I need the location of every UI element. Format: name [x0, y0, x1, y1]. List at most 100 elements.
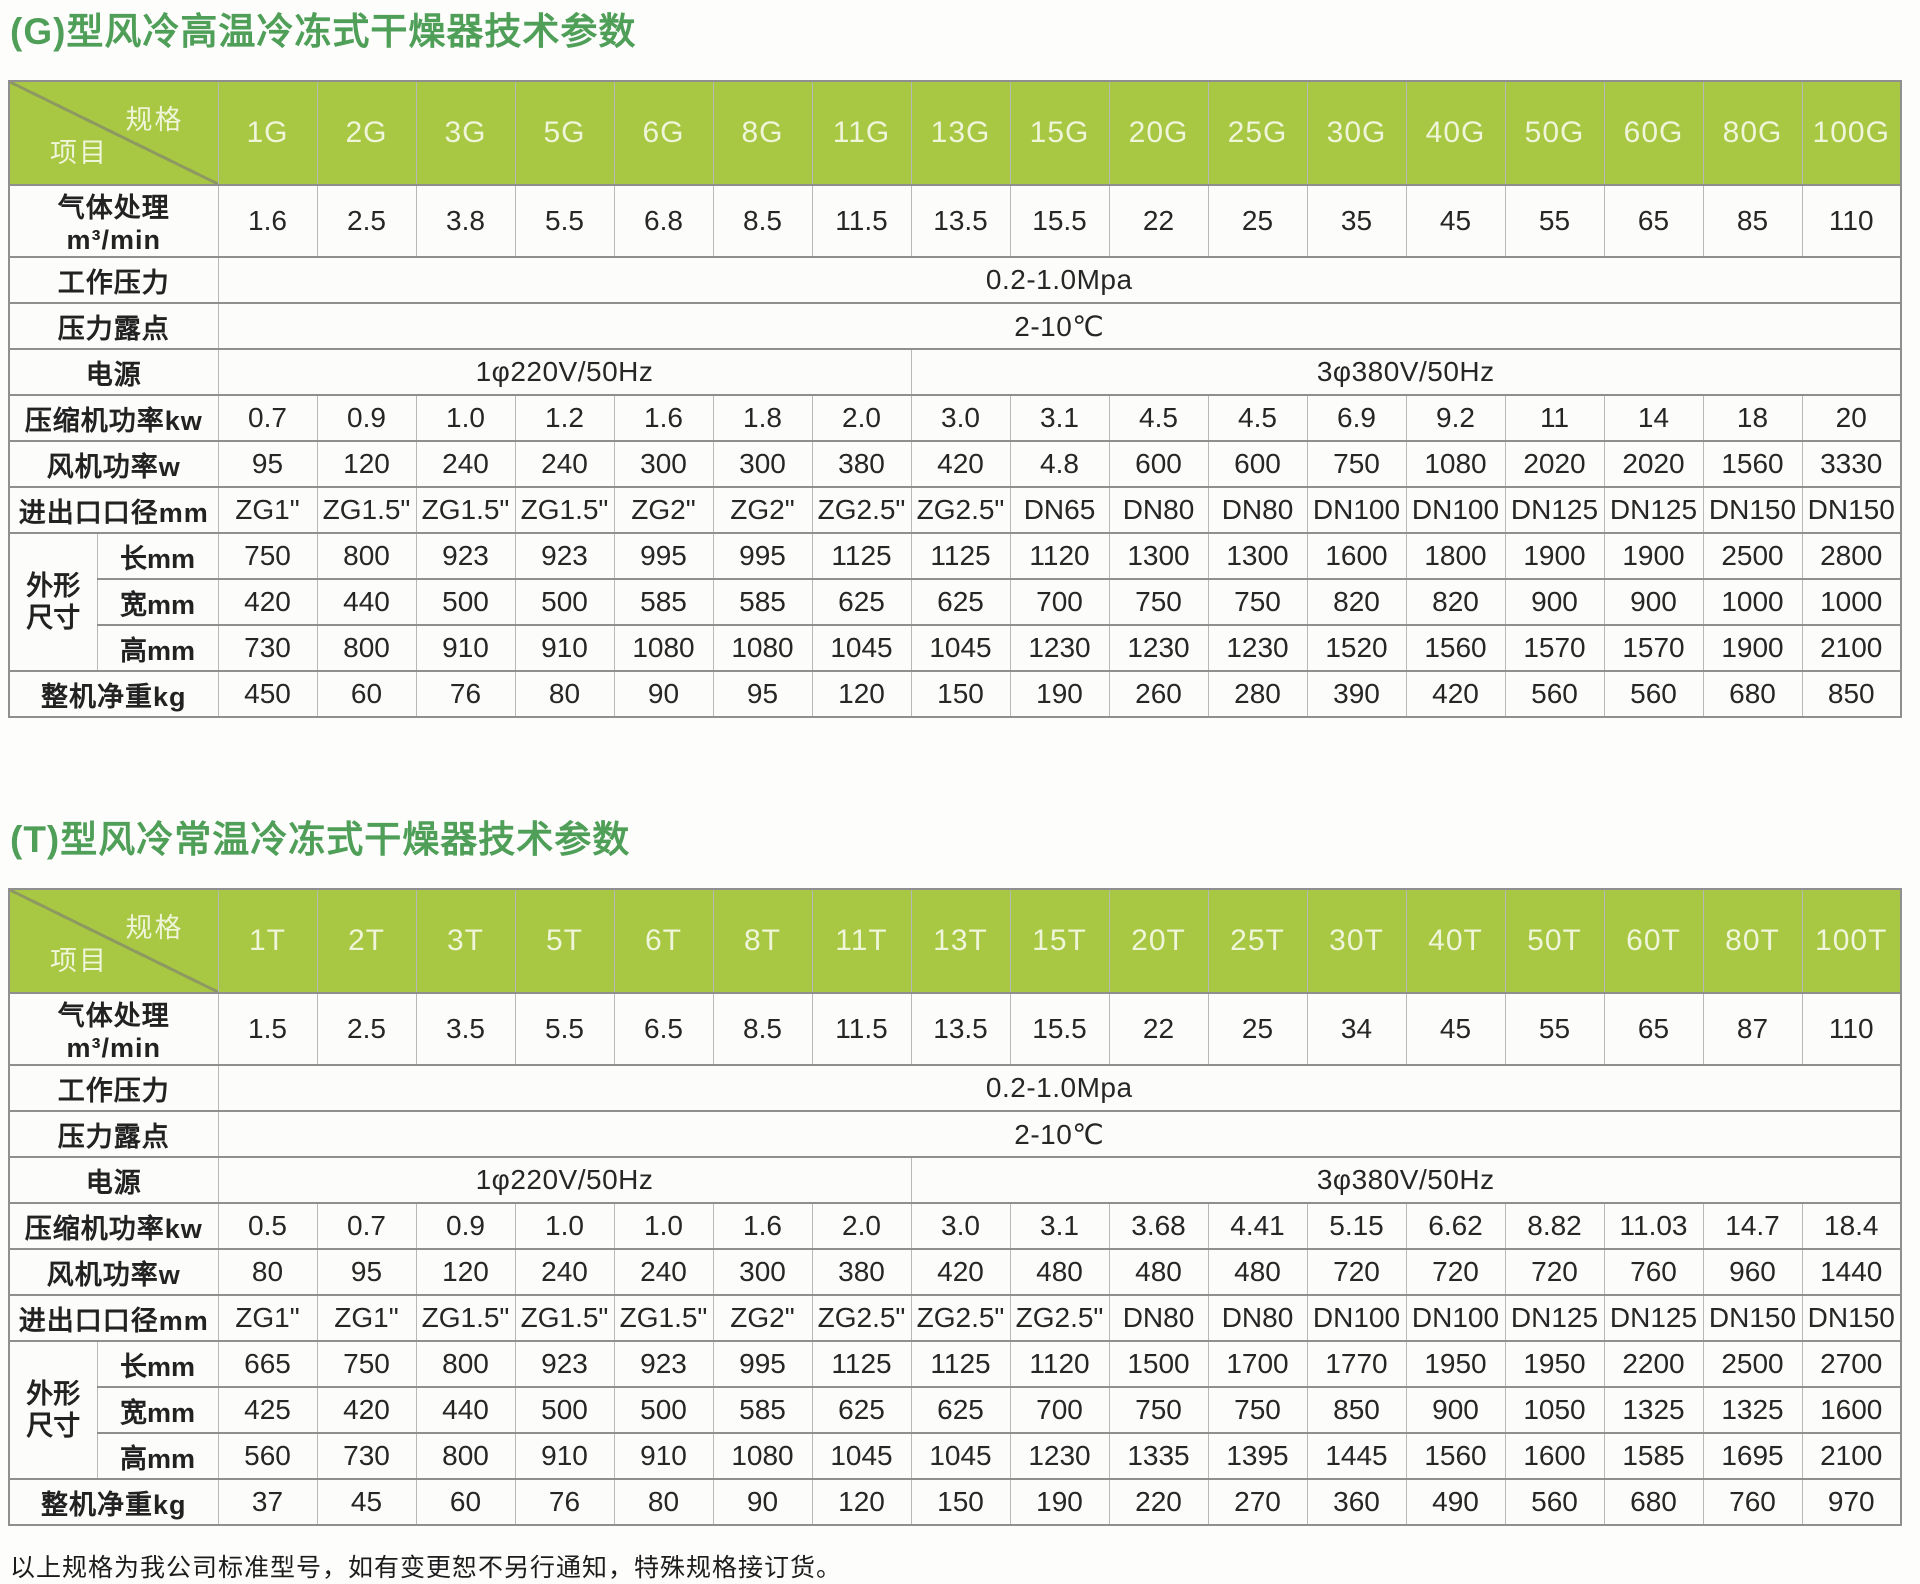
dims-label-line: 外形	[26, 571, 81, 601]
value-cell: 1.5	[217, 992, 318, 1066]
model-header-cell: 60T	[1603, 888, 1704, 994]
value-cell: 1120	[1009, 532, 1110, 580]
value-cell: 560	[217, 1432, 318, 1480]
value-cell: 6.62	[1405, 1202, 1506, 1250]
value-cell: 80	[217, 1248, 318, 1296]
value-cell: 2100	[1801, 1432, 1902, 1480]
model-header-cell: 2G	[316, 80, 417, 186]
value-cell: 0.9	[415, 1202, 516, 1250]
value-cell: 420	[910, 440, 1011, 488]
value-cell: 0.9	[316, 394, 417, 442]
value-cell: 1600	[1801, 1386, 1902, 1434]
value-cell: ZG2.5"	[1009, 1294, 1110, 1342]
power-left-cell: 1φ220V/50Hz	[217, 348, 912, 396]
model-header-cell: 15T	[1009, 888, 1110, 994]
row-label: 工作压力	[8, 1064, 219, 1112]
value-cell: 18	[1702, 394, 1803, 442]
value-cell: 625	[811, 1386, 912, 1434]
g-series-title: (G)型风冷高温冷冻式干燥器技术参数	[10, 11, 637, 52]
model-header-cell: 20G	[1108, 80, 1209, 186]
value-cell: 220	[1108, 1478, 1209, 1526]
value-cell: 9.2	[1405, 394, 1506, 442]
dim-sub-label: 高mm	[96, 624, 219, 672]
value-cell: ZG1"	[316, 1294, 417, 1342]
value-cell: 2800	[1801, 532, 1902, 580]
value-cell: 1000	[1801, 578, 1902, 626]
value-cell: 95	[316, 1248, 417, 1296]
model-header-cell: 3G	[415, 80, 516, 186]
value-cell: 585	[712, 1386, 813, 1434]
model-header-cell: 25T	[1207, 888, 1308, 994]
row-power-supply: 电源 1φ220V/50Hz 3φ380V/50Hz	[8, 1156, 1902, 1204]
value-cell: 8.5	[712, 184, 813, 258]
value-cell: 150	[910, 1478, 1011, 1526]
value-cell: 800	[415, 1432, 516, 1480]
value-cell: 18.4	[1801, 1202, 1902, 1250]
value-cell: 2.0	[811, 394, 912, 442]
value-cell: 3.1	[1009, 394, 1110, 442]
row-length: 外形 尺寸 长mm 750 800 923 923 995 995 1125 1125 1120 130…	[8, 532, 1902, 672]
value-cell: 390	[1306, 670, 1407, 718]
value-cell: 1230	[1108, 624, 1209, 672]
value-cell: 1125	[910, 532, 1011, 580]
value-cell: DN100	[1405, 1294, 1506, 1342]
row-port-size: 进出口口径mm ZG1" ZG1" ZG1.5" ZG1.5" ZG1.5" ZG2" ZG2…	[8, 1294, 1902, 1342]
value-cell: 5.5	[514, 992, 615, 1066]
value-cell: 1325	[1702, 1386, 1803, 1434]
row-label: 工作压力	[8, 256, 219, 304]
value-cell: 25	[1207, 992, 1308, 1066]
value-cell: ZG1.5"	[316, 486, 417, 534]
value-cell: 3330	[1801, 440, 1902, 488]
value-cell: 1050	[1504, 1386, 1605, 1434]
model-header-cell: 50T	[1504, 888, 1605, 994]
model-header-cell: 1T	[217, 888, 318, 994]
value-cell: 60	[415, 1478, 516, 1526]
value-cell: 1570	[1603, 624, 1704, 672]
value-cell: 750	[217, 532, 318, 580]
model-header-cell: 20T	[1108, 888, 1209, 994]
row-height: 高mm 560 730 800 910 910 1080 1045 1045 1230 1335 13…	[9, 1432, 1902, 1480]
value-cell: 750	[1207, 578, 1308, 626]
value-cell: 1080	[613, 624, 714, 672]
value-cell: 0.7	[217, 394, 318, 442]
value-cell: 1.0	[415, 394, 516, 442]
dims-label-line: 尺寸	[26, 1411, 81, 1441]
value-cell: 1600	[1306, 532, 1407, 580]
corner-cell: 规格 项目	[8, 80, 219, 186]
value-cell: 76	[415, 670, 516, 718]
value-cell: 80	[514, 670, 615, 718]
value-cell: 500	[415, 578, 516, 626]
dim-sub-label: 长mm	[96, 1340, 219, 1388]
value-cell: 625	[910, 1386, 1011, 1434]
value-cell: 910	[613, 1432, 714, 1480]
row-net-weight: 整机净重kg 450 60 76 80 90 95 120 150 190 260 280 390 420…	[8, 670, 1902, 718]
value-cell: 34	[1306, 992, 1407, 1066]
value-cell: 120	[316, 440, 417, 488]
value-cell: 45	[316, 1478, 417, 1526]
value-cell: ZG1"	[217, 1294, 318, 1342]
value-cell: 1800	[1405, 532, 1506, 580]
value-cell: 995	[712, 1340, 813, 1388]
value-cell: DN150	[1801, 486, 1902, 534]
value-cell: 820	[1405, 578, 1506, 626]
value-cell: 240	[415, 440, 516, 488]
value-cell: DN125	[1504, 486, 1605, 534]
value-cell: 750	[316, 1340, 417, 1388]
value-cell: 625	[910, 578, 1011, 626]
t-series-table: 规格 项目 1T 2T 3T 5T 6T 8T 11T 13T 15T 20T 25T 30T 40T 50T…	[8, 888, 1902, 1526]
merged-value-cell: 0.2-1.0Mpa	[217, 256, 1902, 304]
value-cell: 910	[514, 1432, 615, 1480]
value-cell: 923	[415, 532, 516, 580]
value-cell: 45	[1405, 184, 1506, 258]
value-cell: 800	[316, 532, 417, 580]
model-header-cell: 25G	[1207, 80, 1308, 186]
row-power-supply: 电源 1φ220V/50Hz 3φ380V/50Hz	[8, 348, 1902, 396]
value-cell: 6.9	[1306, 394, 1407, 442]
value-cell: 3.0	[910, 1202, 1011, 1250]
model-header-cell: 2T	[316, 888, 417, 994]
g-series-table: 规格 项目 1G 2G 3G 5G 6G 8G 11G 13G 15G 20G 25G 30G 40G 50G…	[8, 80, 1902, 718]
value-cell: 820	[1306, 578, 1407, 626]
value-cell: 560	[1504, 1478, 1605, 1526]
value-cell: 585	[613, 578, 714, 626]
value-cell: 1520	[1306, 624, 1407, 672]
